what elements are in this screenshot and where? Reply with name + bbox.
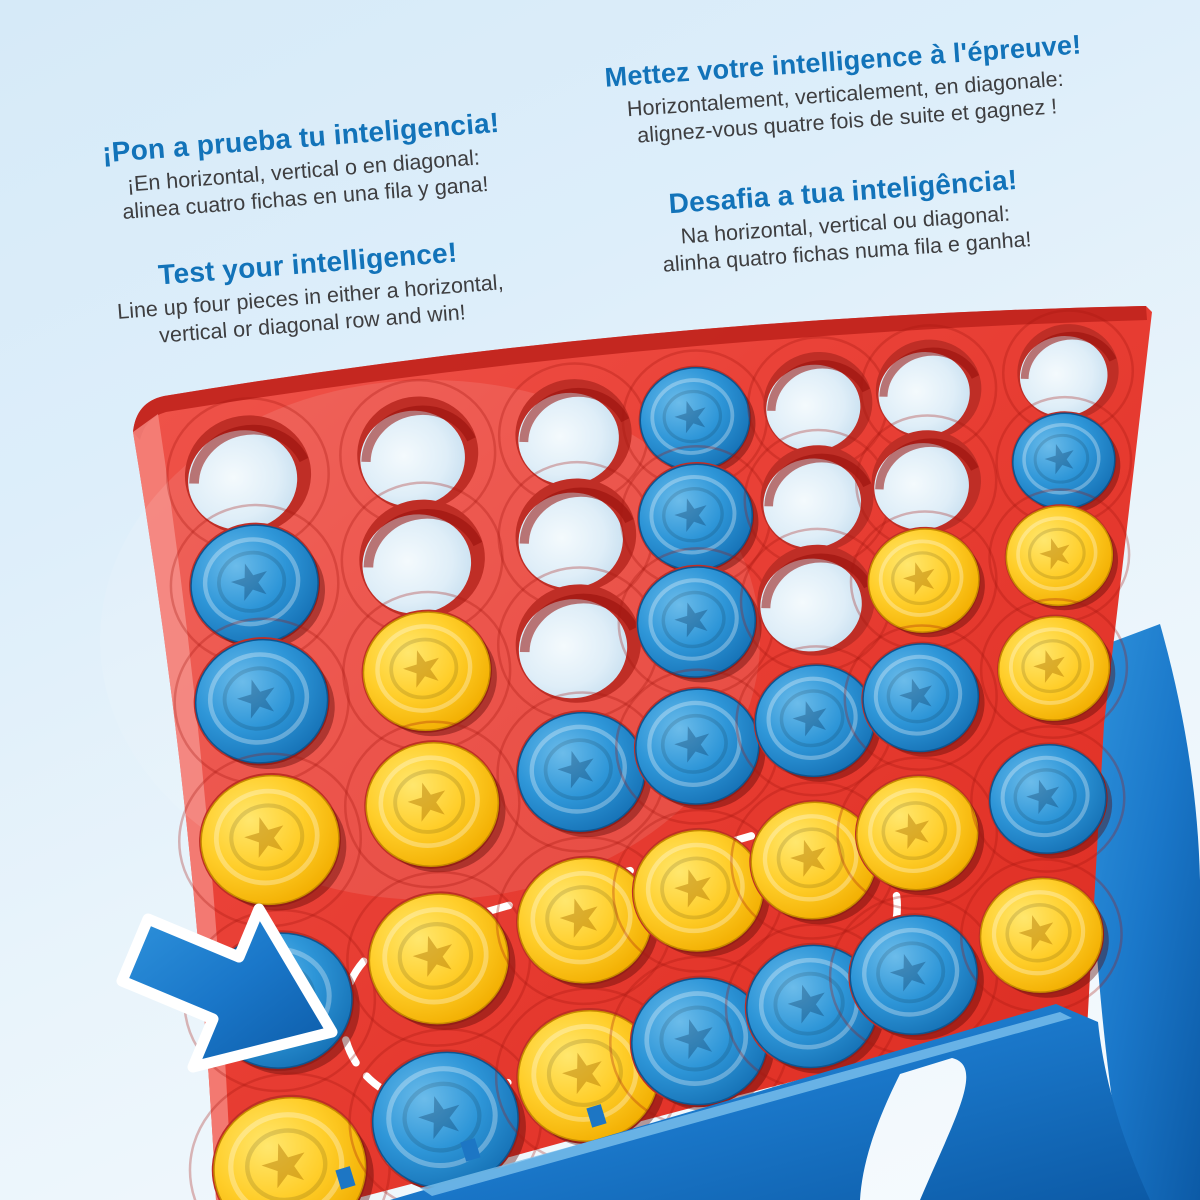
disc-yellow: ★: [342, 590, 512, 752]
disc-yellow: ★: [979, 598, 1129, 739]
disc-blue: ★: [617, 547, 776, 697]
empty-hole: [340, 481, 504, 637]
disc-blue: ★: [348, 1028, 543, 1200]
empty-hole: [496, 566, 660, 721]
disc-yellow: ★: [612, 808, 785, 973]
pointer-arrow: [116, 903, 338, 1073]
disc-blue: ★: [621, 349, 769, 489]
stand-back-leg: [1088, 624, 1200, 1200]
disc-blue: ★: [619, 444, 772, 590]
disc-blue: ★: [735, 645, 895, 797]
disc-yellow: ★: [836, 756, 999, 911]
disc-yellow: ★: [343, 720, 521, 889]
empty-hole: [739, 527, 893, 673]
board-top-edge: [133, 306, 1147, 440]
empty-hole: [854, 414, 998, 550]
disc-yellow: ★: [178, 752, 362, 928]
disc-yellow: ★: [849, 510, 998, 651]
empty-hole: [743, 428, 891, 569]
disc-blue: ★: [615, 668, 780, 825]
disc-yellow: ★: [959, 857, 1123, 1013]
disc-blue: ★: [843, 624, 998, 772]
empty-hole: [166, 397, 330, 553]
disc-blue: ★: [169, 503, 340, 666]
disc-yellow: ★: [988, 488, 1131, 624]
empty-hole: [497, 362, 650, 506]
disc-blue: ★: [828, 894, 999, 1056]
disc-yellow: ★: [495, 835, 674, 1006]
disc-blue: ★: [970, 725, 1126, 873]
disc-yellow: ★: [346, 870, 532, 1047]
empty-hole: [1001, 309, 1135, 435]
empty-hole: [497, 460, 655, 610]
disc-yellow: ★: [188, 1072, 391, 1200]
rail-clips: [335, 1104, 607, 1190]
disc-yellow: ★: [494, 987, 682, 1165]
disc-blue: ★: [995, 395, 1133, 527]
empty-hole: [859, 324, 998, 455]
disc-blue: ★: [609, 955, 790, 1128]
stand-rail-highlight: [420, 1012, 1072, 1196]
disc-blue: ★: [173, 617, 350, 786]
